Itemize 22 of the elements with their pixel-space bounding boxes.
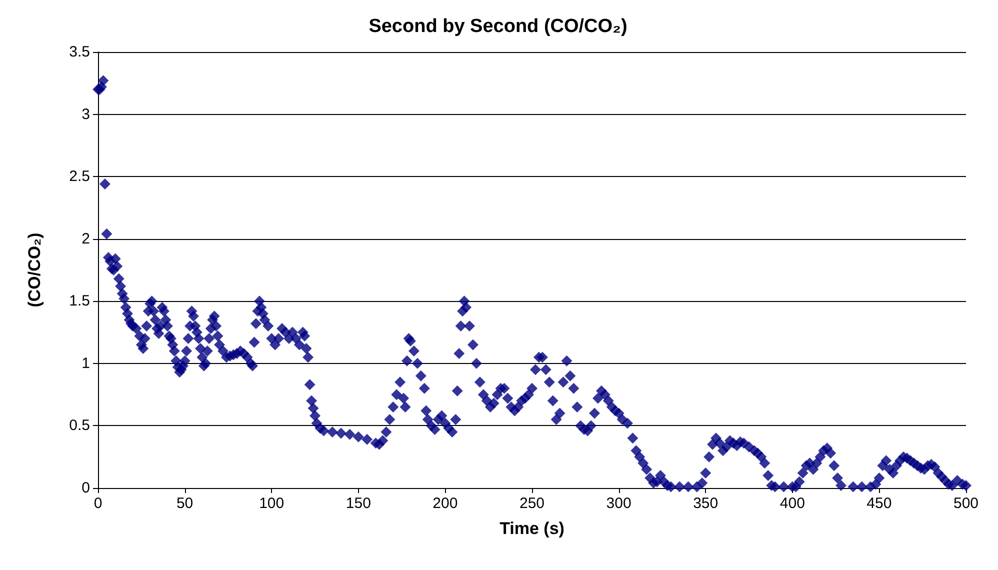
y-tick-label: 3: [82, 106, 90, 123]
y-tick-label: 3.5: [69, 44, 90, 60]
x-tick-label: 50: [176, 495, 194, 512]
x-tick-label: 200: [432, 495, 458, 512]
x-tick-label: 500: [953, 495, 979, 512]
y-tick-label: 0.5: [69, 417, 90, 434]
y-tick-label: 0: [82, 480, 90, 496]
x-tick-label: 100: [259, 495, 284, 512]
x-tick-label: 350: [693, 495, 718, 512]
y-tick-label: 2: [82, 230, 90, 248]
x-tick-label: 150: [346, 495, 371, 512]
y-axis-title: (CO/CO₂): [25, 232, 44, 308]
y-tick-label: 1.5: [69, 292, 90, 310]
x-tick-label: 400: [780, 495, 805, 512]
x-tick-label: 300: [606, 495, 632, 512]
x-tick-label: 250: [519, 495, 545, 512]
y-tick-label: 1: [82, 354, 90, 372]
x-tick-label: 450: [866, 495, 892, 512]
chart-title: Second by Second (CO/CO₂): [368, 16, 628, 37]
x-tick-label: 0: [94, 495, 102, 512]
x-axis-title: Time (s): [500, 519, 564, 538]
y-tick-label: 2.5: [69, 168, 90, 186]
